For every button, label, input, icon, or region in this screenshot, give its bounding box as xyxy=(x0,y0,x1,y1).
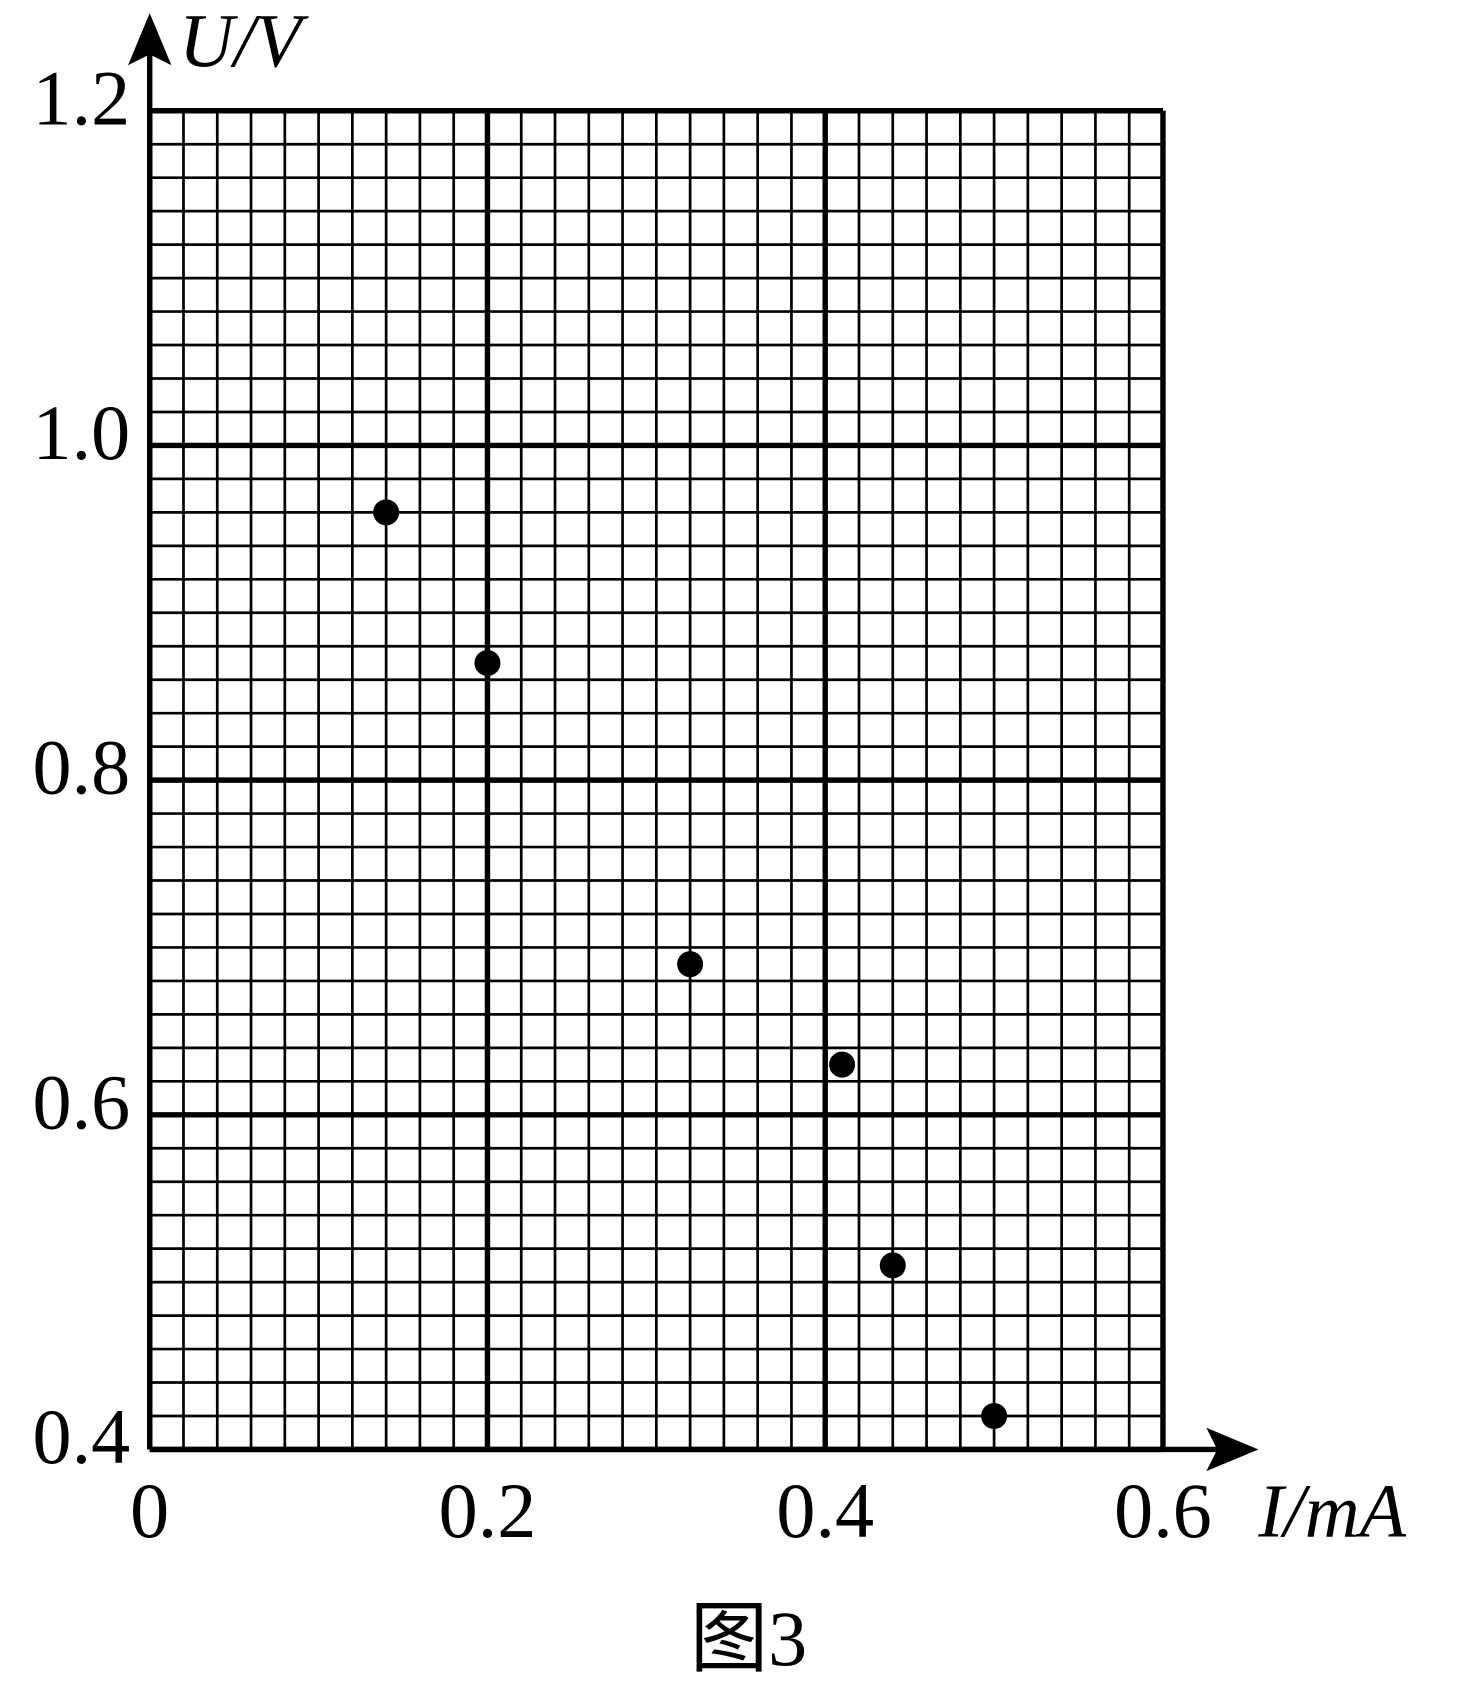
x-tick-label: 0.6 xyxy=(1114,1467,1212,1554)
x-tick-label: 0.2 xyxy=(439,1467,537,1554)
x-tick-label: 0.4 xyxy=(776,1467,874,1554)
y-axis-label: U/V xyxy=(179,0,309,83)
y-axis-arrow xyxy=(128,13,172,66)
x-axis-arrow xyxy=(1206,1427,1259,1472)
x-tick-label: 0 xyxy=(130,1467,169,1554)
y-tick-label: 1.2 xyxy=(33,54,131,141)
data-point xyxy=(829,1051,856,1078)
data-point xyxy=(677,951,704,978)
data-point xyxy=(879,1252,906,1279)
y-tick-label: 1.0 xyxy=(33,389,131,476)
data-point xyxy=(981,1402,1008,1430)
y-tick-label: 0.6 xyxy=(33,1058,131,1145)
data-point xyxy=(373,499,400,526)
grid xyxy=(146,108,1166,1453)
y-tick-label: 0.8 xyxy=(33,724,131,811)
caption: 图3 xyxy=(690,1595,807,1682)
x-axis-label: I/mA xyxy=(1257,1469,1406,1553)
data-point xyxy=(474,649,501,676)
y-tick-label: 0.4 xyxy=(33,1393,131,1480)
